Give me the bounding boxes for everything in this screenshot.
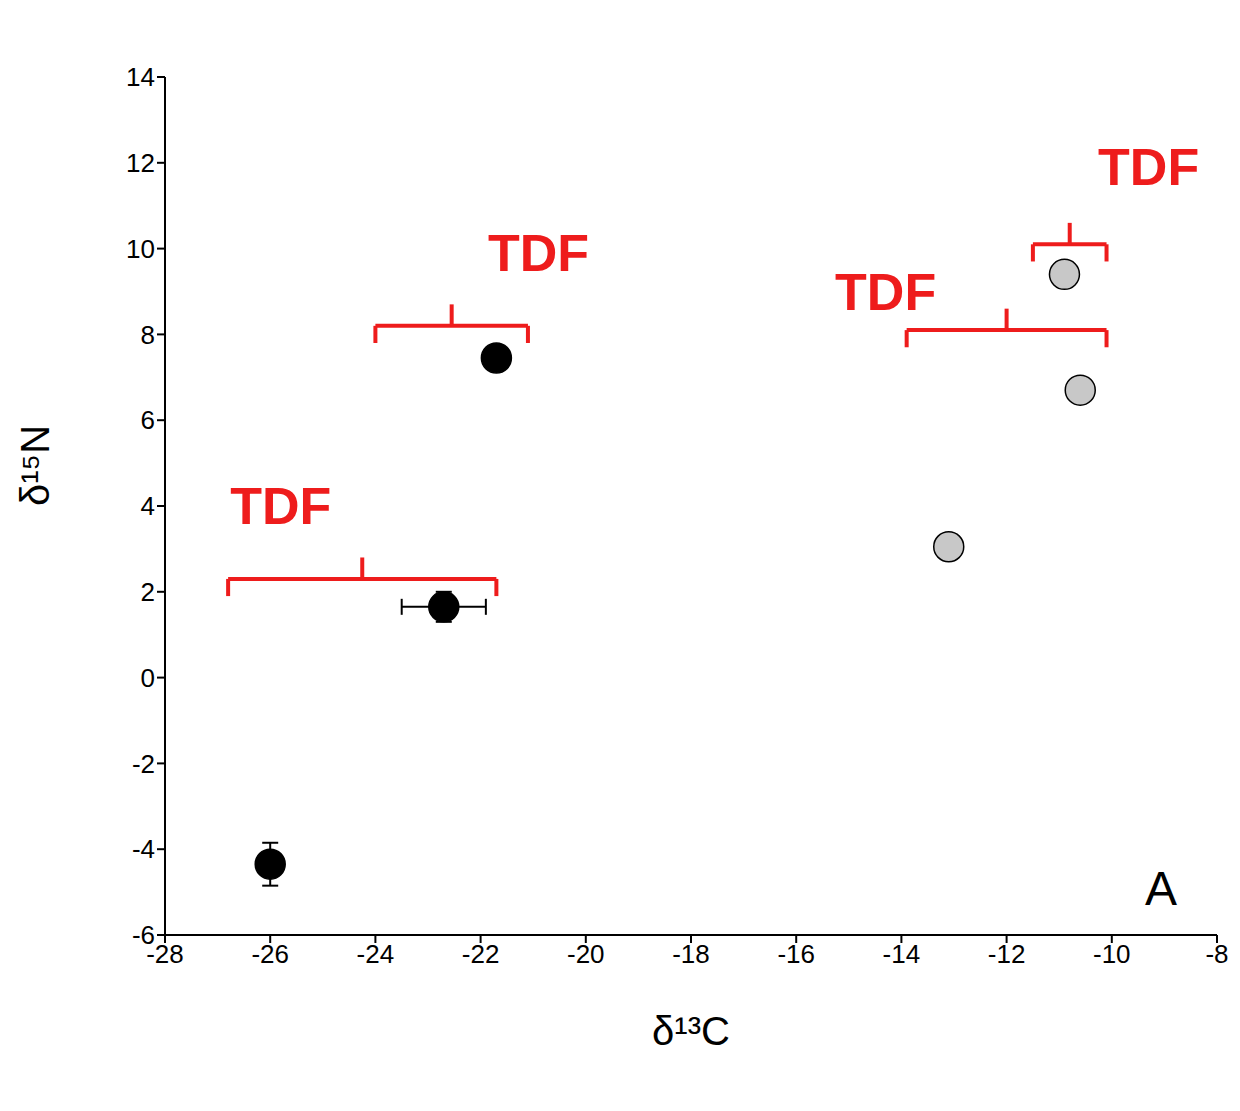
svg-text:2: 2 bbox=[141, 577, 155, 607]
svg-text:TDF: TDF bbox=[230, 477, 331, 535]
svg-text:14: 14 bbox=[126, 62, 155, 92]
svg-text:0: 0 bbox=[141, 663, 155, 693]
svg-text:12: 12 bbox=[126, 148, 155, 178]
svg-text:-12: -12 bbox=[988, 939, 1026, 969]
svg-text:TDF: TDF bbox=[488, 224, 589, 282]
svg-text:-18: -18 bbox=[672, 939, 710, 969]
svg-text:δ¹³C: δ¹³C bbox=[652, 1009, 730, 1053]
svg-text:-6: -6 bbox=[132, 920, 155, 950]
svg-text:-2: -2 bbox=[132, 749, 155, 779]
svg-text:-28: -28 bbox=[146, 939, 184, 970]
svg-text:A: A bbox=[1145, 862, 1177, 915]
svg-text:TDF: TDF bbox=[1098, 138, 1199, 196]
svg-text:-8: -8 bbox=[1205, 939, 1228, 969]
svg-text:-4: -4 bbox=[132, 834, 155, 864]
svg-text:-24: -24 bbox=[357, 939, 395, 969]
svg-text:10: 10 bbox=[126, 234, 155, 264]
svg-text:TDF: TDF bbox=[835, 263, 936, 321]
svg-text:δ¹⁵N: δ¹⁵N bbox=[13, 425, 57, 506]
svg-text:-22: -22 bbox=[462, 939, 500, 969]
svg-text:4: 4 bbox=[141, 491, 155, 521]
svg-text:-16: -16 bbox=[777, 939, 815, 969]
svg-text:-10: -10 bbox=[1093, 939, 1131, 969]
svg-text:-14: -14 bbox=[883, 939, 921, 969]
svg-text:-26: -26 bbox=[251, 939, 289, 969]
svg-text:6: 6 bbox=[141, 405, 155, 435]
svg-text:8: 8 bbox=[141, 320, 155, 350]
svg-text:-20: -20 bbox=[567, 939, 605, 969]
